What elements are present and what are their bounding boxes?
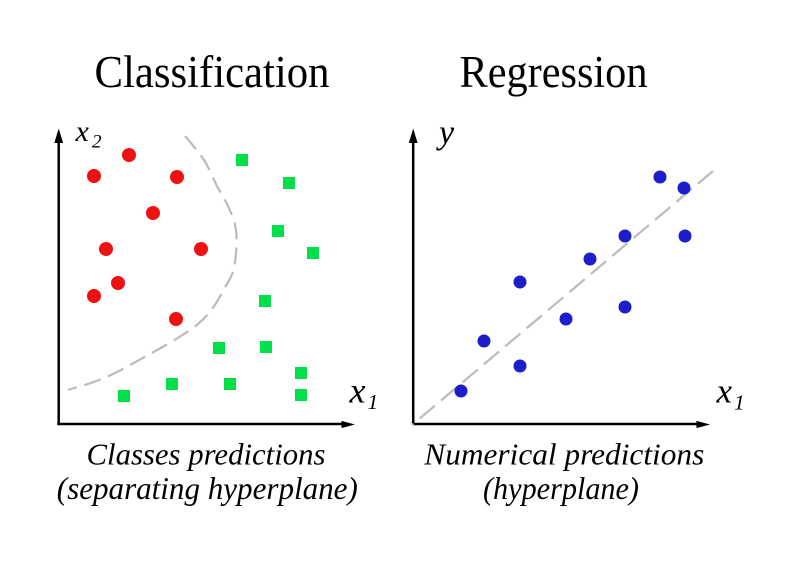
svg-text:Classification: Classification <box>95 47 330 97</box>
svg-text:x: x <box>716 372 733 411</box>
svg-text:Classes predictions: Classes predictions <box>87 437 326 472</box>
svg-text:1: 1 <box>734 391 745 415</box>
svg-text:1: 1 <box>368 390 379 414</box>
svg-text:x: x <box>75 115 90 148</box>
svg-text:y: y <box>436 115 455 152</box>
svg-text:x: x <box>349 371 366 411</box>
svg-text:2: 2 <box>92 132 102 153</box>
svg-text:Numerical predictions: Numerical predictions <box>423 437 704 472</box>
svg-text:(separating hyperplane): (separating hyperplane) <box>57 471 358 506</box>
svg-text:Regression: Regression <box>460 47 648 97</box>
svg-text:(hyperplane): (hyperplane) <box>483 471 639 506</box>
